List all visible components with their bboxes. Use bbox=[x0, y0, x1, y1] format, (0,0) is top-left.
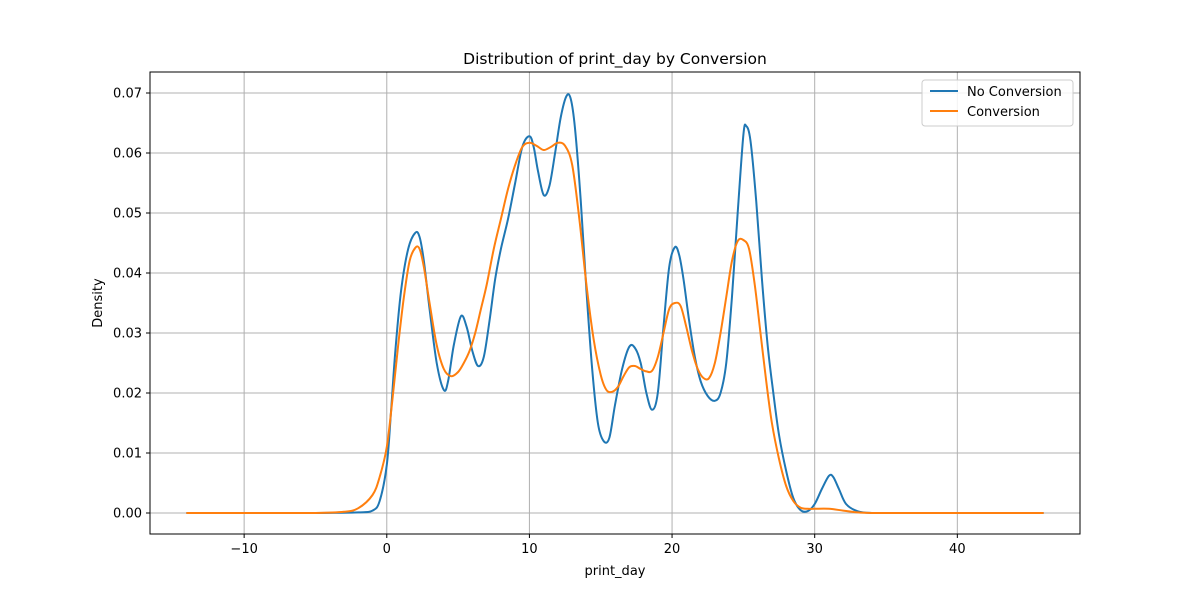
series-line-conversion bbox=[186, 141, 1044, 515]
y-tick-label: 0.05 bbox=[113, 207, 142, 222]
x-tick-label: 0 bbox=[383, 542, 391, 557]
y-tick-label: 0.06 bbox=[113, 147, 142, 162]
y-tick-label: 0.04 bbox=[113, 267, 142, 282]
series-line-no-conversion bbox=[186, 93, 1044, 515]
series-lines bbox=[186, 93, 1044, 515]
y-axis-label: Density bbox=[91, 278, 106, 328]
x-axis-label: print_day bbox=[585, 564, 646, 579]
x-tick-label: 40 bbox=[949, 542, 966, 557]
y-tick-label: 0.01 bbox=[113, 447, 142, 462]
chart-title: Distribution of print_day by Conversion bbox=[463, 50, 767, 69]
y-tick-label: 0.07 bbox=[113, 87, 142, 102]
legend-box bbox=[921, 79, 1074, 127]
x-tick-label: −10 bbox=[230, 542, 257, 557]
y-tick-label: 0.00 bbox=[113, 507, 142, 522]
x-tick-label: 20 bbox=[664, 542, 681, 557]
legend-label-conversion: Conversion bbox=[967, 105, 1040, 120]
x-tick-label: 30 bbox=[806, 542, 823, 557]
axis-ticks: −10 0 10 20 30 40 0.00 0.01 0.02 0.03 0.04 0.05 0.06… bbox=[113, 87, 966, 558]
y-tick-label: 0.02 bbox=[113, 387, 142, 402]
legend-label-no-conversion: No Conversion bbox=[967, 85, 1062, 100]
y-tick-label: 0.03 bbox=[113, 327, 142, 342]
x-tick-label: 10 bbox=[521, 542, 538, 557]
plot-frame bbox=[149, 71, 1081, 535]
legend: No Conversion Conversion bbox=[921, 79, 1074, 127]
